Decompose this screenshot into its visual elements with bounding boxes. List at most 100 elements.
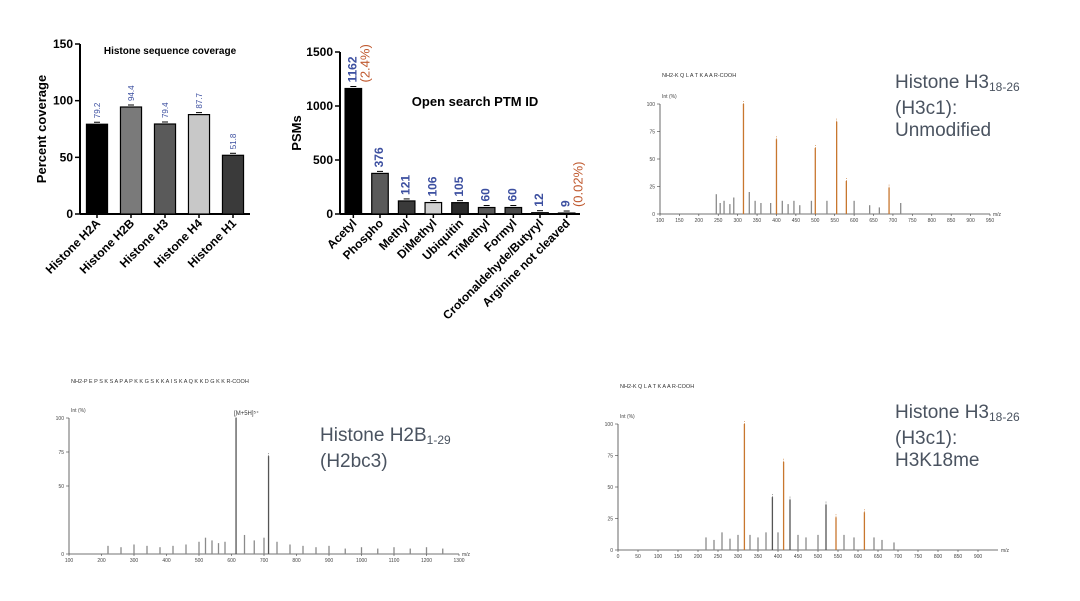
x-tick-label: 400 [774,554,783,560]
y-tick-label: 50 [60,150,74,164]
y-tick-label: 100 [56,416,65,422]
data-label: 1162 [345,56,359,82]
y-tick-label: 25 [649,185,655,191]
sequence-label: NH2-K Q L A T K A A R-COOH [620,384,694,390]
y-tick-label: 75 [607,454,613,460]
y-tick-label: 0 [610,548,613,554]
data-label: 12 [532,193,546,207]
x-tick-label: 500 [195,558,204,564]
x-tick-label: 1200 [421,558,432,564]
x-tick-label: 750 [914,554,923,560]
data-label: 376 [372,147,386,167]
y-tick-label: 0 [652,212,655,218]
x-tick-label: 750 [908,218,917,224]
spectrum-h3k18me-title: Histone H318-26 (H3c1): H3K18me [895,402,1020,471]
x-tick-label: 0 [617,554,620,560]
y-tick-label: 50 [58,484,64,490]
x-axis-label: m/z [462,552,471,558]
data-label: 60 [479,188,493,202]
y-tick-label: 500 [313,153,333,167]
data-label: 9 [559,200,573,207]
annotation-label: (2.4%) [357,44,372,82]
x-tick-label: 1300 [453,558,464,564]
y-axis-label: PSMs [289,115,304,150]
chart-title: Open search PTM ID [412,94,538,109]
spectrum-h3-unmodified: NH2-K Q L A T K A A R-COOH Int (%) m/z 0 25 5… [647,73,1002,224]
x-tick-label: 900 [974,554,983,560]
ptm-chart-panel: 0 500 1000 1500 PSMs Open search PTM ID 1162 (2… [285,30,586,350]
x-tick-label: 100 [654,554,663,560]
x-tick-label: 850 [954,554,963,560]
y-tick-label: 50 [649,157,655,163]
coverage-chart: 0 50 100 150 Percent coverage Histone sequenc… [34,37,250,277]
x-tick-label: 800 [292,558,301,564]
x-tick-label: 150 [675,218,684,224]
spectrum-h3k18me: NH2-K Q L A T K A A R-COOH Int (%) m/z 0 25 5… [605,384,1010,560]
x-tick-label: 1100 [389,558,400,564]
y-tick-label: 75 [649,130,655,136]
y-tick-label: 100 [647,102,656,108]
spectrum-h2b-title: Histone H2B1-29 (H2bc3) [320,425,451,472]
x-tick-label: 950 [986,218,995,224]
spectrum-h2b: NH2-P E P S K S A P A P K K G S K K A I … [56,379,471,564]
data-label: 79.4 [161,102,170,118]
x-tick-label: 250 [714,554,723,560]
bar [85,123,109,215]
x-tick-label: 900 [325,558,334,564]
x-tick-label: 100 [65,558,74,564]
sequence-label: NH2-P E P S K S A P A P K K G S K K A I … [71,379,249,385]
sequence-label: NH2-K Q L A T K A A R-COOH [662,73,736,79]
x-tick-label: 850 [947,218,956,224]
x-tick-label: 1000 [356,558,367,564]
y-tick-label: 25 [607,517,613,523]
y-axis-label: Int (%) [662,94,677,100]
y-tick-label: 50 [607,485,613,491]
x-tick-label: 650 [869,218,878,224]
x-tick-label: 600 [850,218,859,224]
x-tick-label: 200 [695,218,704,224]
bar [504,206,523,215]
bar [557,212,576,215]
bar [397,200,416,215]
x-tick-label: 650 [874,554,883,560]
ptm-chart: 0 500 1000 1500 PSMs Open search PTM ID 1162(2… [289,44,586,322]
y-tick-label: 1500 [306,45,333,59]
x-tick-label: 550 [834,554,843,560]
y-tick-label: 0 [61,552,64,558]
chart-title: Histone sequence coverage [104,46,237,57]
spectrum-h3k18me-panel: NH2-K Q L A T K A A R-COOH Int (%) m/z 0 25 5… [600,380,1010,565]
bar [221,154,245,215]
x-tick-label: 350 [753,218,762,224]
x-tick-label: 300 [733,218,742,224]
x-tick-label: 250 [714,218,723,224]
x-tick-label: 300 [130,558,139,564]
x-tick-label: 150 [674,554,683,560]
x-tick-label: 100 [656,218,665,224]
y-axis-label: Percent coverage [34,75,49,183]
x-tick-label: 200 [694,554,703,560]
data-label: 51.8 [229,133,238,149]
y-tick-label: 100 [605,422,614,428]
annotation-label: (0.02%) [571,161,586,207]
x-tick-label: 50 [635,554,641,560]
x-tick-label: 700 [260,558,269,564]
bar [371,172,389,215]
spectrum-h3-unmodified-panel: NH2-K Q L A T K A A R-COOH Int (%) m/z 0 25 5… [640,62,1002,224]
x-tick-label: 700 [894,554,903,560]
bar [119,106,143,215]
x-tick-label: 600 [854,554,863,560]
y-tick-label: 1000 [306,99,333,113]
bar [531,212,549,215]
x-tick-label: 500 [814,554,823,560]
data-label: 60 [505,188,519,202]
bar [477,206,496,215]
x-tick-label: 600 [227,558,236,564]
x-tick-label: 400 [162,558,171,564]
bar [153,123,177,215]
y-axis-label: Int (%) [620,414,635,420]
y-tick-label: 0 [66,207,73,221]
bar [451,202,469,215]
y-axis-label: Int (%) [71,408,86,414]
data-label: 87.7 [195,92,204,108]
y-tick-label: 75 [58,450,64,456]
